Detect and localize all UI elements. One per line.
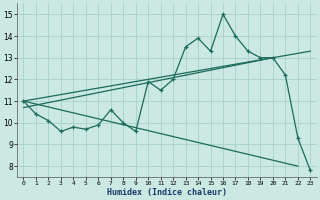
- X-axis label: Humidex (Indice chaleur): Humidex (Indice chaleur): [107, 188, 227, 197]
